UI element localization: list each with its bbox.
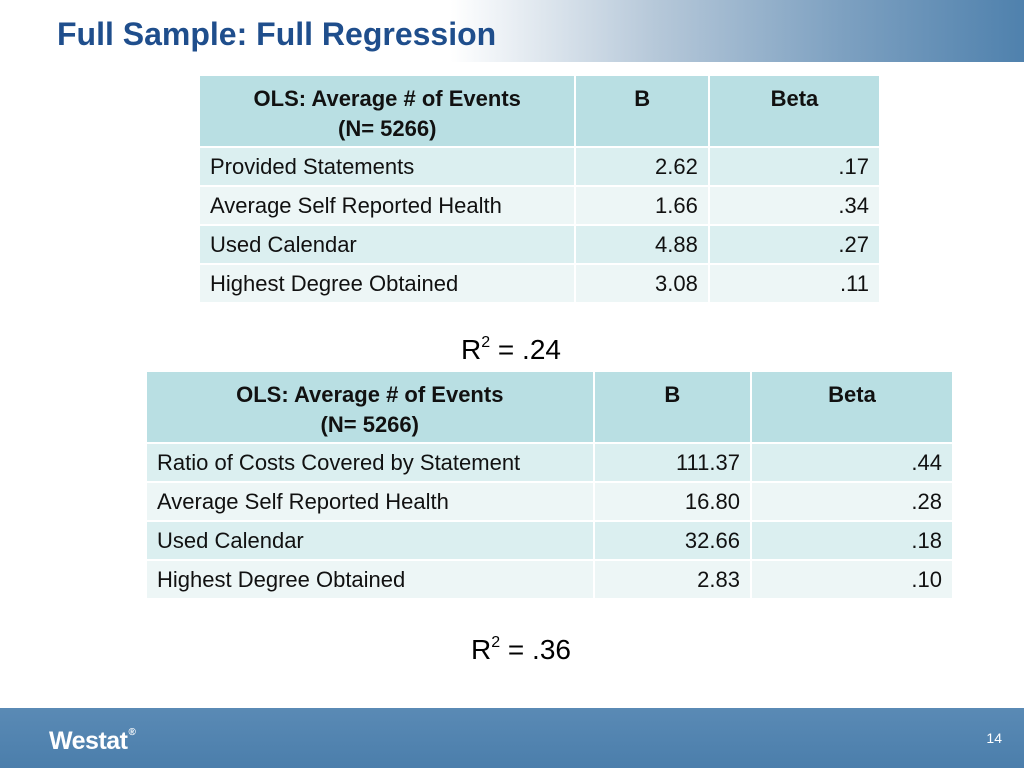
b-value: 2.83 (592, 559, 752, 600)
beta-value: .17 (707, 146, 882, 187)
table-row: Average Self Reported Health 16.80 .28 (145, 481, 955, 522)
row-label: Highest Degree Obtained (197, 263, 577, 304)
table-header-row: OLS: Average # of Events (N= 5266) B Bet… (197, 74, 882, 148)
r-squared-1: R2 = .24 (461, 333, 561, 367)
row-label: Used Calendar (197, 224, 577, 265)
header-ols-line1: OLS: Average # of Events (253, 86, 521, 111)
row-label: Used Calendar (145, 520, 595, 561)
header-b: B (592, 370, 752, 444)
title-bar: Full Sample: Full Regression (0, 0, 1024, 62)
table-row: Used Calendar 4.88 .27 (197, 224, 882, 265)
beta-value: .27 (707, 224, 882, 265)
page-number: 14 (986, 730, 1002, 746)
header-ols-line2: (N= 5266) (320, 412, 419, 437)
beta-value: .44 (749, 442, 955, 483)
r-squared-value: = .36 (507, 634, 571, 665)
r-squared-superscript: 2 (481, 334, 491, 351)
b-value: 32.66 (592, 520, 752, 561)
beta-value: .34 (707, 185, 882, 226)
table-row: Ratio of Costs Covered by Statement 111.… (145, 442, 955, 483)
table-row: Highest Degree Obtained 2.83 .10 (145, 559, 955, 600)
footer-bar: Westat® 14 (0, 708, 1024, 768)
b-value: 2.62 (574, 146, 710, 187)
logo-text: Westat (49, 727, 128, 755)
beta-value: .11 (707, 263, 882, 304)
slide-title: Full Sample: Full Regression (57, 16, 497, 52)
beta-value: .18 (749, 520, 955, 561)
header-b: B (574, 74, 710, 148)
regression-table-1: OLS: Average # of Events (N= 5266) B Bet… (197, 74, 882, 304)
header-ols: OLS: Average # of Events (N= 5266) (197, 74, 577, 148)
b-value: 16.80 (592, 481, 752, 522)
regression-table-2: OLS: Average # of Events (N= 5266) B Bet… (145, 370, 955, 600)
beta-value: .28 (749, 481, 955, 522)
r-squared-label: R (471, 634, 492, 665)
row-label: Ratio of Costs Covered by Statement (145, 442, 595, 483)
row-label: Average Self Reported Health (145, 481, 595, 522)
westat-logo: Westat® (49, 726, 136, 756)
b-value: 1.66 (574, 185, 710, 226)
row-label: Provided Statements (197, 146, 577, 187)
table-header-row: OLS: Average # of Events (N= 5266) B Bet… (145, 370, 955, 444)
header-ols: OLS: Average # of Events (N= 5266) (145, 370, 595, 444)
header-ols-line2: (N= 5266) (338, 116, 437, 141)
b-value: 3.08 (574, 263, 710, 304)
registered-mark: ® (128, 727, 136, 738)
r-squared-value: = .24 (497, 334, 561, 365)
header-beta: Beta (749, 370, 955, 444)
table-row: Average Self Reported Health 1.66 .34 (197, 185, 882, 226)
b-value: 111.37 (592, 442, 752, 483)
r-squared-2: R2 = .36 (471, 633, 571, 667)
r-squared-label: R (461, 334, 482, 365)
r-squared-superscript: 2 (491, 634, 501, 651)
b-value: 4.88 (574, 224, 710, 265)
row-label: Average Self Reported Health (197, 185, 577, 226)
row-label: Highest Degree Obtained (145, 559, 595, 600)
table-row: Provided Statements 2.62 .17 (197, 146, 882, 187)
beta-value: .10 (749, 559, 955, 600)
header-beta: Beta (707, 74, 882, 148)
table-row: Highest Degree Obtained 3.08 .11 (197, 263, 882, 304)
table-row: Used Calendar 32.66 .18 (145, 520, 955, 561)
header-ols-line1: OLS: Average # of Events (236, 382, 504, 407)
